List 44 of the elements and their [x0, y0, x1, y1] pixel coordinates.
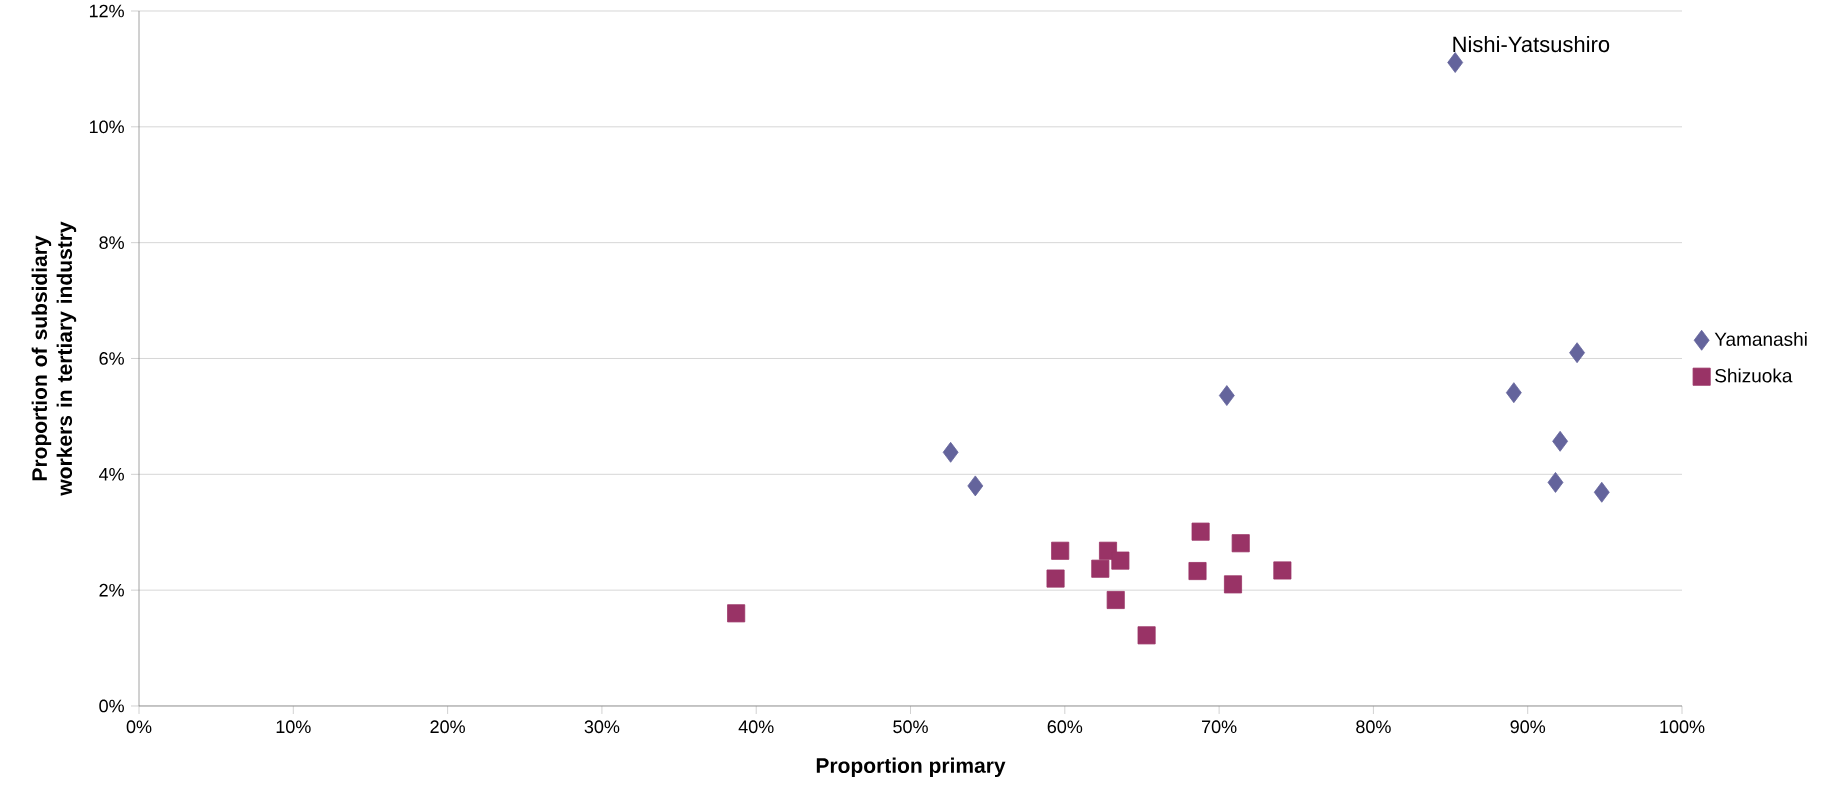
- point: [1051, 541, 1070, 560]
- x-tick-label: 30%: [584, 720, 620, 734]
- y-tick-label: 6%: [99, 352, 124, 365]
- x-tick-label: 100%: [1660, 720, 1705, 734]
- point: [727, 604, 746, 623]
- point: [1552, 430, 1569, 452]
- y-tick-label: 12%: [89, 4, 124, 18]
- point: [1137, 626, 1156, 645]
- x-axis-title: Proportion primary: [816, 757, 1006, 778]
- legend-label: Yamanashi: [1714, 332, 1807, 346]
- point: [942, 441, 959, 463]
- x-tick-label: 10%: [276, 720, 311, 734]
- point: [1547, 472, 1564, 493]
- x-tick-label: 0%: [126, 720, 152, 734]
- x-tick-label: 70%: [1202, 720, 1237, 734]
- x-tick-label: 60%: [1047, 720, 1083, 734]
- point: [1046, 569, 1065, 588]
- point: [1224, 575, 1242, 594]
- y-tick-label: 4%: [99, 468, 124, 481]
- x-tick-label: 80%: [1356, 720, 1391, 734]
- point: [1569, 342, 1585, 364]
- point: [1191, 522, 1210, 541]
- legend-label: Shizuoka: [1715, 368, 1793, 383]
- point: [1091, 559, 1110, 578]
- point: [1231, 534, 1250, 553]
- point: [1505, 382, 1522, 404]
- x-tick-label: 20%: [430, 720, 465, 734]
- y-tick-label: 8%: [99, 236, 124, 250]
- point: [1106, 591, 1125, 609]
- y-tick-label: 0%: [99, 699, 124, 713]
- annotation: Nishi-Yatsushiro: [1453, 35, 1610, 53]
- y-tick-label: 10%: [89, 120, 124, 134]
- point: [1273, 561, 1292, 580]
- x-tick-label: 50%: [893, 720, 928, 734]
- point: [1111, 551, 1130, 570]
- point: [1593, 481, 1610, 503]
- point: [1218, 385, 1235, 406]
- x-tick-label: 40%: [738, 720, 774, 734]
- x-tick-label: 90%: [1510, 720, 1546, 734]
- point: [1447, 52, 1464, 73]
- y-axis-title: Proportion of subsidiary workers in tertiary industry: [31, 221, 77, 496]
- y-tick-label: 2%: [99, 583, 124, 597]
- point: [967, 475, 984, 497]
- point: [1188, 562, 1207, 581]
